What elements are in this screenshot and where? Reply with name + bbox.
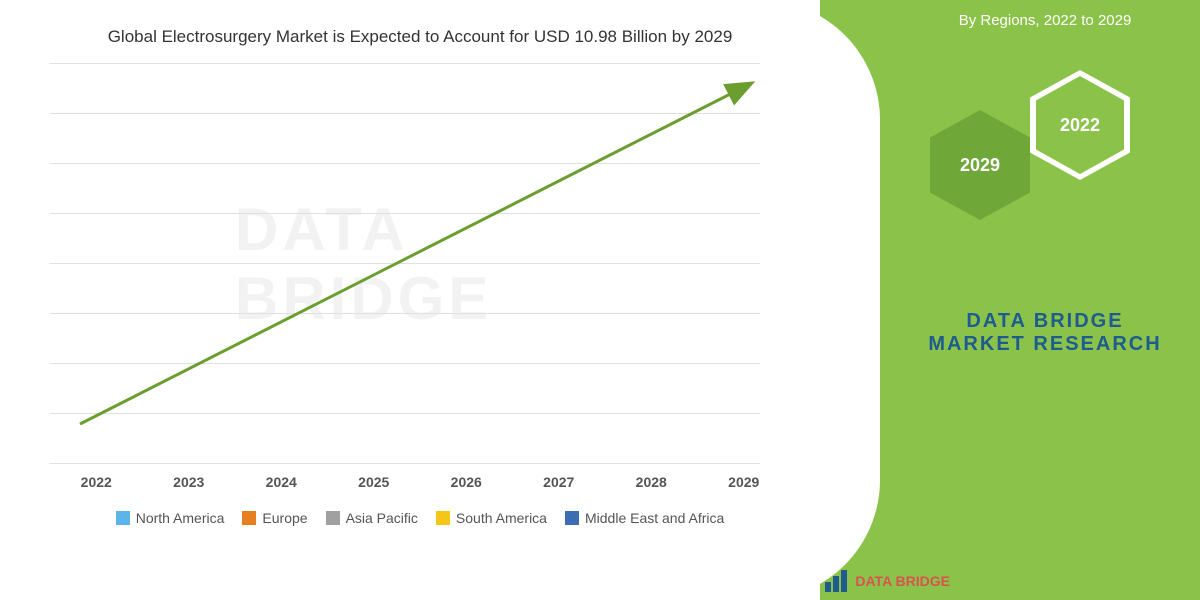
x-label: 2023	[161, 474, 217, 490]
footer-logo-text: DATA BRIDGE	[855, 573, 950, 589]
hexagon-group: 2029 2022	[930, 70, 1150, 250]
legend-item: North America	[116, 510, 225, 526]
legend-label: South America	[456, 510, 547, 526]
right-title: By Regions, 2022 to 2029	[910, 12, 1180, 29]
bars-container	[50, 64, 790, 464]
right-panel: By Regions, 2022 to 2029 2029 2022 DATA …	[820, 0, 1200, 600]
legend-item: South America	[436, 510, 547, 526]
legend: North America Europe Asia Pacific South Ame…	[40, 510, 800, 526]
chart-title: Global Electrosurgery Market is Expected…	[80, 25, 760, 49]
x-label: 2025	[346, 474, 402, 490]
hexagon-2029: 2029	[930, 110, 1030, 220]
x-label: 2022	[68, 474, 124, 490]
hex-2022-label: 2022	[1060, 115, 1100, 136]
chart-panel: Global Electrosurgery Market is Expected…	[0, 0, 820, 600]
legend-label: Europe	[262, 510, 307, 526]
legend-label: Middle East and Africa	[585, 510, 724, 526]
legend-swatch	[326, 511, 340, 525]
footer-logo: DATA BRIDGE	[825, 570, 950, 592]
hexagon-2022: 2022	[1030, 70, 1130, 180]
hex-2029-label: 2029	[960, 155, 1000, 176]
legend-label: Asia Pacific	[346, 510, 418, 526]
legend-item: Asia Pacific	[326, 510, 418, 526]
legend-label: North America	[136, 510, 225, 526]
legend-swatch	[116, 511, 130, 525]
logo-bars-icon	[825, 570, 847, 592]
x-label: 2024	[253, 474, 309, 490]
x-label: 2028	[623, 474, 679, 490]
brand-text: DATA BRIDGE MARKET RESEARCH	[920, 310, 1170, 356]
x-label: 2027	[531, 474, 587, 490]
chart-area: DATA BRIDGE	[50, 64, 790, 464]
x-label: 2026	[438, 474, 494, 490]
legend-swatch	[436, 511, 450, 525]
panel-curve	[760, 0, 880, 600]
legend-item: Middle East and Africa	[565, 510, 724, 526]
legend-swatch	[242, 511, 256, 525]
legend-item: Europe	[242, 510, 307, 526]
x-axis-labels: 20222023202420252026202720282029	[50, 474, 790, 490]
legend-swatch	[565, 511, 579, 525]
